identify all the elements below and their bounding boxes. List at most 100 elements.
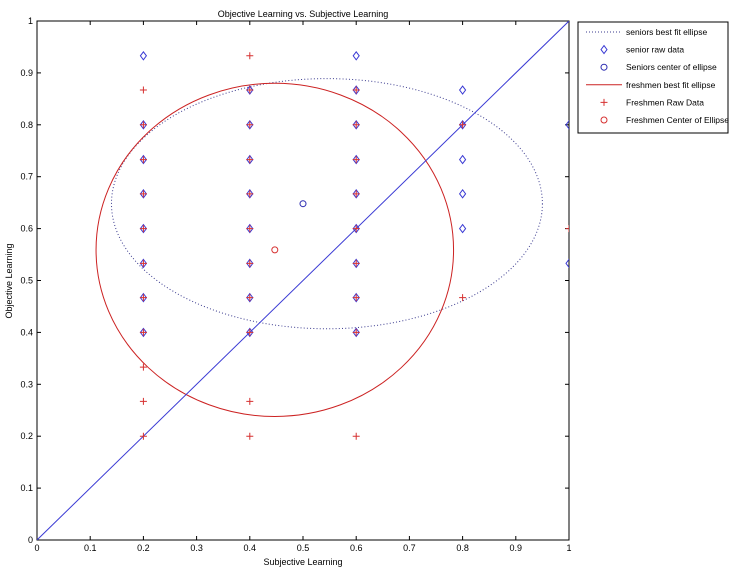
senior-raw-data-point — [139, 188, 148, 199]
senior-raw-data-point — [352, 223, 360, 234]
plot-series — [37, 21, 569, 540]
freshmen-raw-data-point — [246, 397, 254, 405]
senior-raw-data-point — [458, 85, 467, 95]
x-tick-label: 0.7 — [403, 543, 416, 553]
senior-raw-data-point — [352, 50, 360, 61]
senior-raw-data-point — [458, 223, 467, 234]
x-axis-label: Subjective Learning — [263, 557, 342, 567]
freshmen-raw-data-point — [139, 397, 147, 405]
y-tick-label: 0 — [28, 535, 33, 545]
x-tick-label: 0 — [34, 543, 39, 553]
x-tick-label: 1 — [566, 543, 571, 553]
y-tick-label: 0.6 — [20, 224, 33, 234]
senior-raw-data-point — [246, 223, 254, 234]
freshmen-raw-data-point — [352, 328, 360, 336]
freshmen-raw-data-point — [352, 225, 360, 233]
legend: seniors best fit ellipse senior raw data S… — [577, 21, 729, 134]
senior-raw-data-point — [565, 258, 569, 269]
senior-raw-data-point — [352, 119, 360, 130]
senior-raw-data-point — [352, 85, 360, 95]
freshmen-raw-data-point — [352, 121, 360, 129]
senior-raw-data-point — [139, 292, 148, 303]
y-tick-label: 0.5 — [20, 276, 33, 286]
legend-swatch-circle — [600, 116, 608, 124]
senior-raw-data-point — [458, 154, 467, 165]
seniors-center-of-ellipse-point — [299, 200, 307, 208]
senior-raw-data-point — [246, 119, 254, 130]
legend-entry-label: Seniors center of ellipse — [626, 62, 717, 72]
y-tick-label: 0.8 — [20, 120, 33, 130]
y-tick-label: 0.7 — [20, 172, 33, 182]
freshmen-raw-data-point — [246, 52, 254, 60]
freshmen-raw-data-point — [459, 294, 467, 302]
legend-box — [577, 21, 729, 134]
freshmen-center-of-ellipse-point — [271, 246, 279, 254]
senior-raw-data-point — [246, 327, 254, 338]
legend-swatch-diamond — [600, 44, 608, 55]
y-tick-label: 0.9 — [20, 68, 33, 78]
freshmen-raw-data-point — [352, 294, 360, 302]
legend-entry-label: senior raw data — [626, 45, 684, 55]
x-tick-label: 0.8 — [456, 543, 469, 553]
freshmen-raw-data-point — [352, 190, 360, 198]
seniors-best-fit-ellipse — [110, 78, 543, 330]
freshmen-raw-data-point — [246, 190, 254, 198]
x-tick-label: 0.2 — [137, 543, 150, 553]
freshmen-raw-data-point — [246, 328, 254, 336]
senior-raw-data-point — [246, 154, 254, 165]
y-tick-label: 0.1 — [20, 483, 33, 493]
y-axis-label: Objective Learning — [4, 243, 14, 318]
y-tick-label: 0.3 — [20, 379, 33, 389]
senior-raw-data-point — [246, 292, 254, 303]
freshmen-raw-data-point — [352, 86, 360, 94]
diagonal-reference-line — [37, 21, 569, 540]
freshmen-raw-data-point — [246, 259, 254, 267]
legend-entry-label: freshmen best fit ellipse — [626, 80, 716, 90]
x-tick-label: 0.5 — [297, 543, 310, 553]
senior-raw-data-point — [139, 258, 148, 269]
legend-swatch-circle — [600, 63, 608, 71]
freshmen-raw-data-point — [352, 156, 360, 164]
freshmen-raw-data-point — [246, 432, 254, 440]
senior-raw-data-point — [458, 188, 467, 199]
freshmen-raw-data-point — [246, 294, 254, 302]
freshmen-raw-data-point — [246, 225, 254, 233]
chart-title: Objective Learning vs. Subjective Learni… — [218, 9, 389, 19]
freshmen-raw-data-point — [139, 363, 147, 371]
y-tick-label: 1 — [28, 16, 33, 26]
freshmen-raw-data-point — [352, 432, 360, 440]
x-tick-label: 0.1 — [84, 543, 97, 553]
legend-entry-label: Freshmen Center of Ellipse — [626, 115, 729, 125]
freshmen-raw-data-point — [139, 86, 147, 94]
freshmen-raw-data-point — [139, 121, 147, 129]
freshmen-raw-data-point — [139, 156, 147, 164]
senior-raw-data-point — [352, 292, 360, 303]
x-tick-label: 0.3 — [190, 543, 203, 553]
senior-raw-data-point — [246, 188, 254, 199]
senior-raw-data-point — [139, 50, 148, 61]
x-tick-label: 0.9 — [510, 543, 523, 553]
x-axis: 0 0.1 0.2 0.3 0.4 0.5 0.6 0.7 0.8 0.9 1 — [34, 21, 572, 553]
freshmen-raw-data-point — [139, 328, 147, 336]
senior-raw-data-point — [139, 223, 148, 234]
senior-raw-data-point — [139, 154, 148, 165]
senior-raw-data-point — [458, 119, 467, 130]
freshmen-raw-data-point — [139, 432, 147, 440]
senior-raw-data-point — [246, 85, 254, 95]
y-tick-label: 0.2 — [20, 431, 33, 441]
freshmen-raw-data-point — [246, 86, 254, 94]
senior-raw-data-point — [246, 258, 254, 269]
y-tick-label: 0.4 — [20, 327, 33, 337]
freshmen-raw-data-point — [139, 225, 147, 233]
freshmen-raw-data-point — [565, 225, 569, 233]
legend-entry-label: seniors best fit ellipse — [626, 27, 708, 37]
legend-entry-label: Freshmen Raw Data — [626, 97, 704, 107]
senior-raw-data-point — [352, 327, 360, 338]
legend-swatch-plus — [600, 98, 608, 106]
freshmen-raw-data-point — [352, 259, 360, 267]
x-tick-label: 0.6 — [350, 543, 363, 553]
senior-raw-data-point — [352, 154, 360, 165]
senior-raw-data-point — [352, 188, 360, 199]
